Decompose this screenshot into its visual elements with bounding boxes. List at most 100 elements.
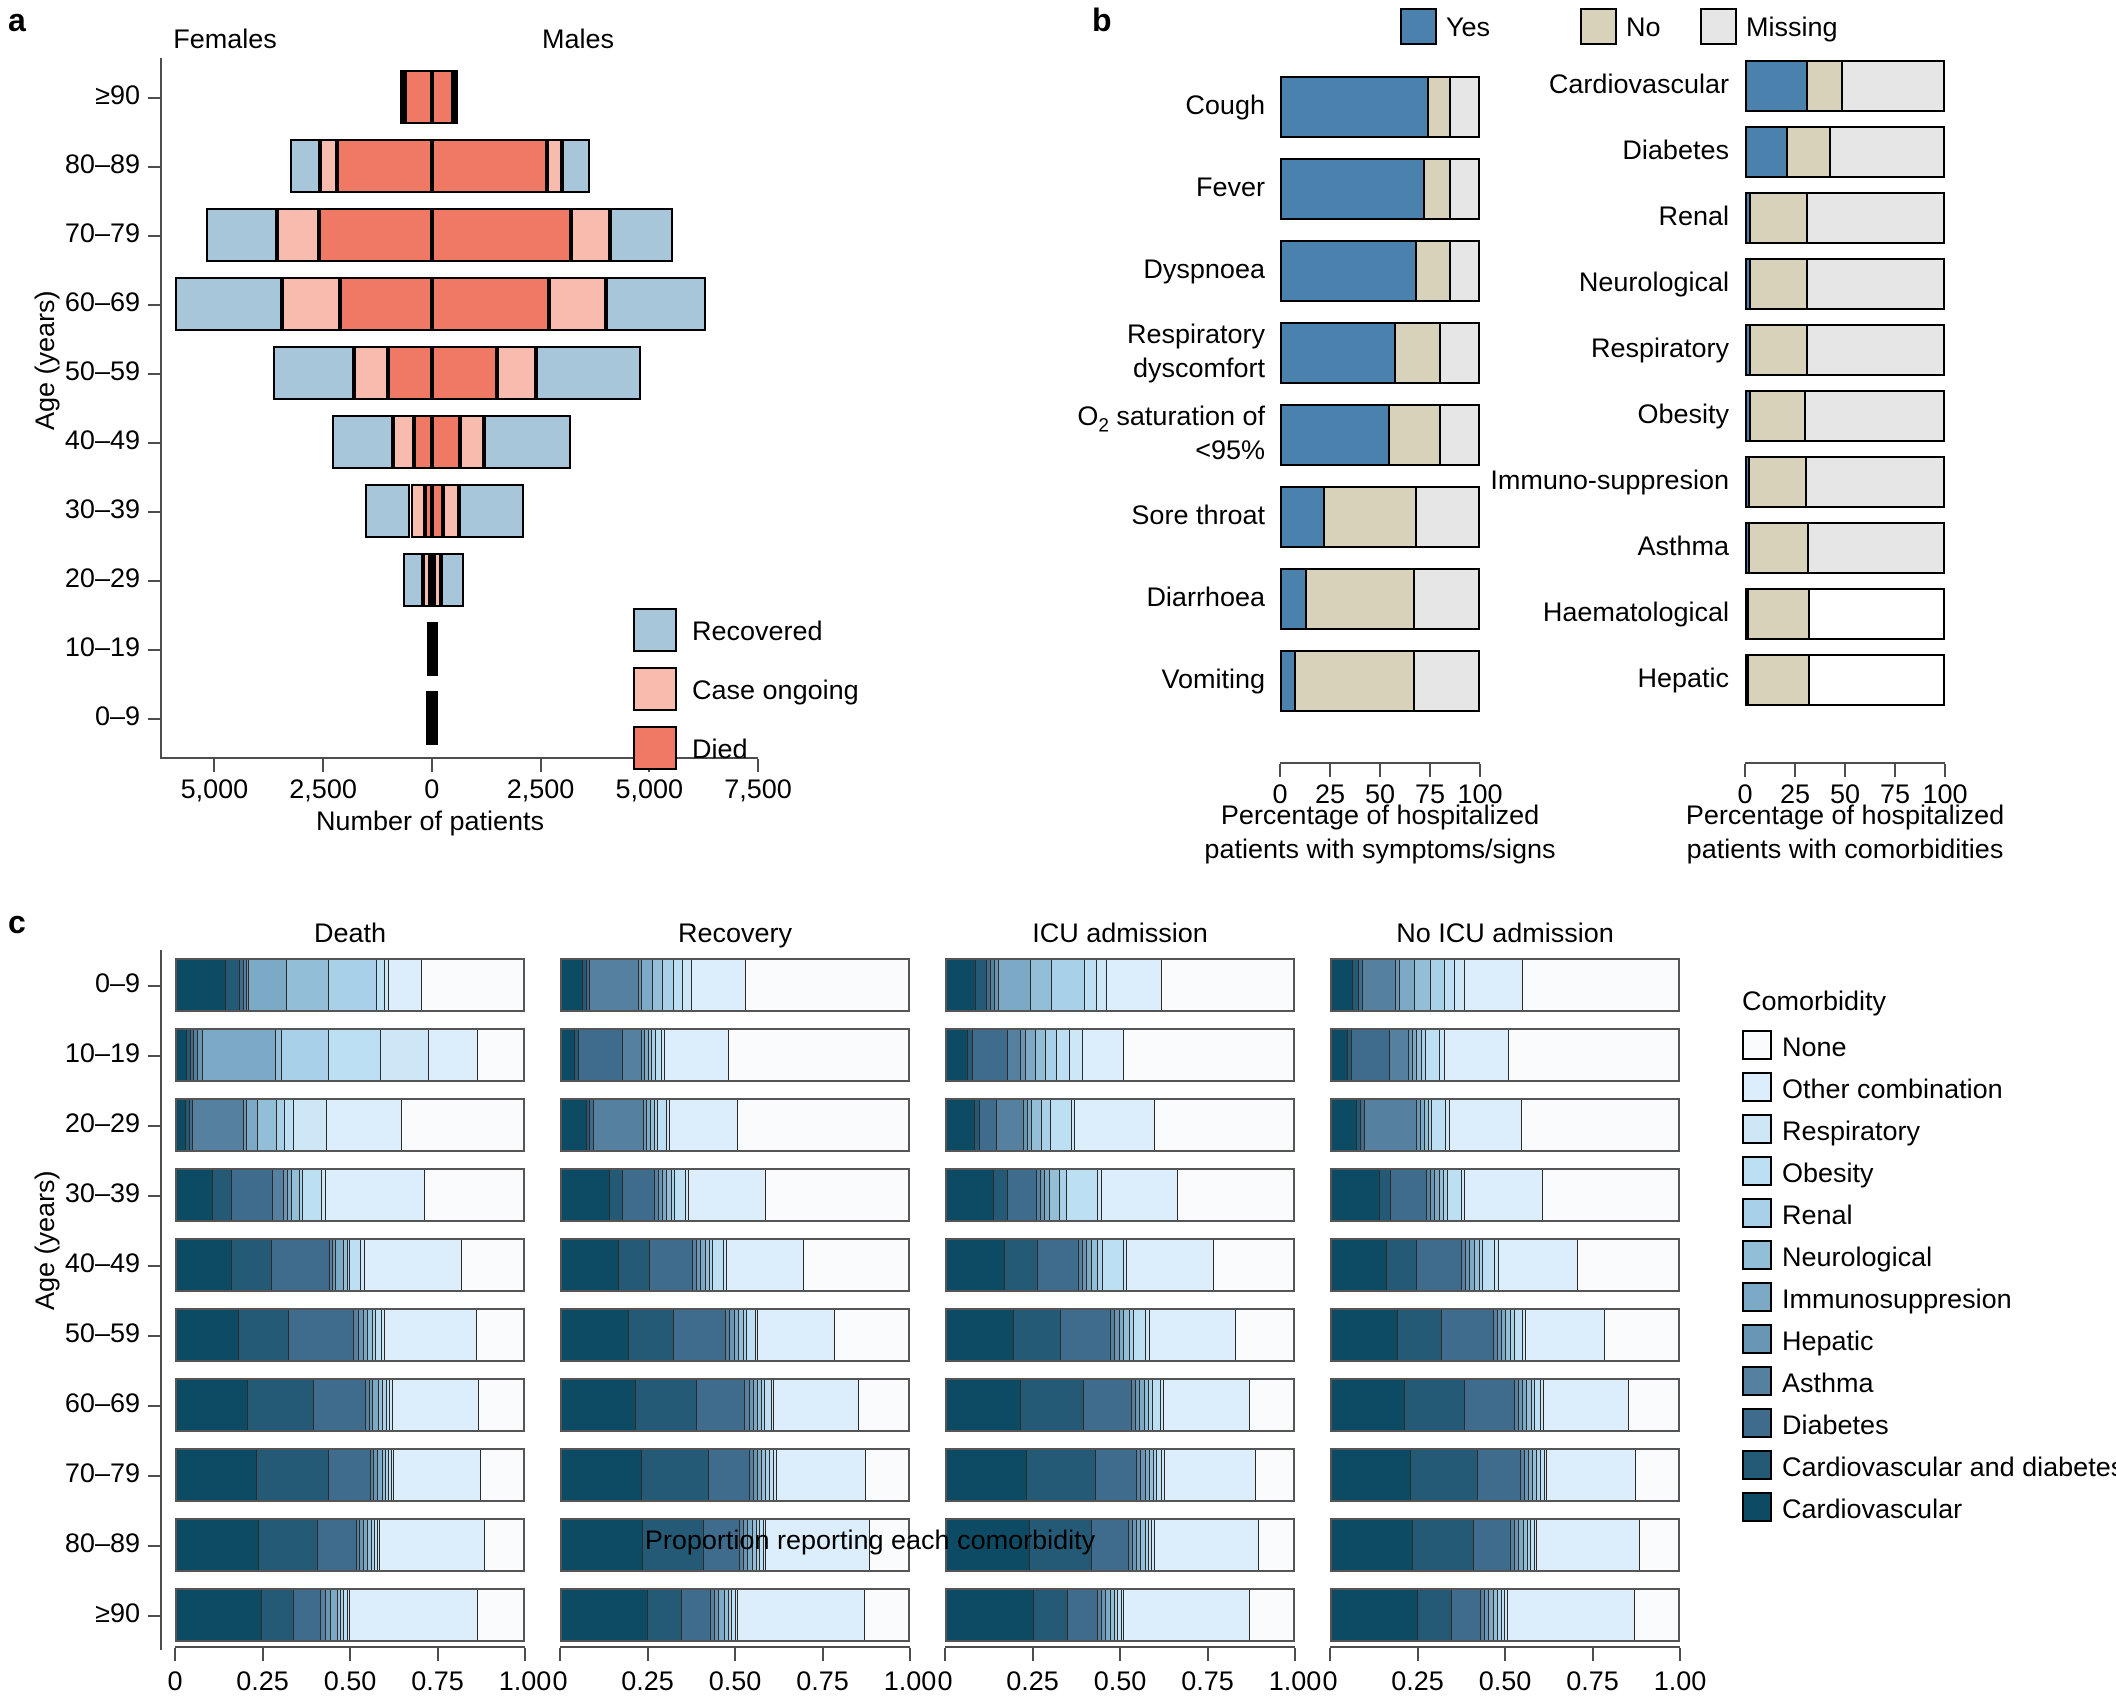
panel-b-category-label: Diarrhoea [1146, 582, 1265, 612]
panel-c-bar-segment [776, 1450, 867, 1500]
panel-a-xtick [213, 759, 216, 772]
panel-c-legend-swatch [1742, 1072, 1772, 1102]
panel-c-bar-segment [1084, 960, 1098, 1010]
panel-c-bar-segment [1027, 1100, 1033, 1150]
panel-c-bar [560, 1448, 910, 1502]
panel-a-xtick-label: 0 [424, 774, 440, 804]
panel-c-legend-title: Comorbidity [1742, 986, 1887, 1016]
panel-c-bar-segment [674, 1310, 727, 1360]
panel-a-bar-segment [273, 346, 354, 400]
panel-b-category-label: dyscomfort [1132, 353, 1265, 383]
panel-c-bar-segment [743, 1310, 748, 1360]
panel-c-bar-segment [189, 1100, 194, 1150]
panel-c-ytick-label: 50–59 [64, 1318, 140, 1348]
panel-c-bar-segment [1508, 1590, 1635, 1640]
panel-c-bar-segment [1526, 1310, 1606, 1360]
panel-c-bar [560, 1588, 910, 1642]
panel-a-bar-segment [431, 139, 548, 193]
panel-c-bar [945, 1168, 1295, 1222]
panel-a-bar-segment [441, 553, 465, 607]
panel-c-xtick-label: 0 [167, 1666, 183, 1696]
panel-c-bar-segment [273, 1170, 284, 1220]
panel-a-xaxis [160, 757, 758, 759]
panel-b-bar-segment [1282, 406, 1390, 464]
panel-c-bar-segment [394, 1450, 482, 1500]
panel-b-bar [1745, 390, 1945, 442]
panel-c-bar-segment [1153, 1380, 1162, 1430]
panel-c-bar-segment [1537, 1520, 1640, 1570]
panel-a-letter: a [8, 2, 26, 38]
panel-c-bar-segment [303, 1170, 323, 1220]
panel-c-bar-segment [975, 1100, 980, 1150]
panel-c-bar-segment [1532, 1450, 1538, 1500]
panel-b-legend-swatch [1700, 8, 1737, 45]
panel-c-bar-segment [835, 1310, 908, 1360]
panel-b-category-label: Respiratory [1590, 333, 1729, 363]
panel-c-ytick [148, 1055, 160, 1057]
panel-c-bar-segment [562, 960, 583, 1010]
panel-c-bar-segment [995, 960, 999, 1010]
panel-c-bar-segment [749, 1380, 754, 1430]
panel-a-bar-segment [433, 622, 438, 676]
panel-c-bar-segment [648, 1030, 653, 1080]
panel-c-bar-segment [375, 1310, 383, 1360]
panel-c-legend-swatch [1742, 1156, 1772, 1186]
panel-b-bar-segment [1749, 656, 1810, 704]
panel-b-bar [1280, 240, 1480, 302]
panel-a-bar-segment [340, 277, 432, 331]
panel-b-bar-segment [1747, 524, 1750, 572]
panel-c-bar-segment [734, 1310, 739, 1360]
panel-c-bar-segment [198, 1030, 203, 1080]
panel-b-bar [1280, 486, 1480, 548]
panel-c-bar-segment [344, 1240, 348, 1290]
panel-c-bar-segment [1162, 960, 1293, 1010]
panel-c-bar-segment [272, 1240, 330, 1290]
panel-c-bar-segment [1097, 1170, 1102, 1220]
panel-c-bar-segment [866, 1450, 908, 1500]
panel-b-xtick-label: 0 [1272, 779, 1288, 809]
panel-b-bar-segment [1295, 652, 1416, 710]
panel-a-xtick-label: 2,500 [506, 774, 575, 804]
panel-b-bar [1745, 192, 1945, 244]
panel-a-bar-segment [433, 691, 439, 745]
panel-c-bar-segment [364, 1520, 369, 1570]
panel-c-bar-segment [246, 960, 250, 1010]
panel-a-bar-segment [337, 139, 432, 193]
panel-c-bar-segment [1007, 1170, 1037, 1220]
panel-c-bar-segment [1332, 1590, 1418, 1640]
panel-c-bar-segment [1465, 1170, 1543, 1220]
panel-c-bar-segment [177, 1520, 259, 1570]
panel-c-bar-segment [372, 1310, 376, 1360]
panel-c-bar-segment [1483, 1240, 1496, 1290]
panel-c-bar-segment [1124, 1310, 1130, 1360]
panel-c-xtick [646, 1648, 649, 1661]
panel-c-bar-segment [190, 1030, 195, 1080]
panel-c-ytick-label: 10–19 [64, 1038, 140, 1068]
panel-c-bar-segment [1440, 1030, 1446, 1080]
panel-c-bar-segment [1534, 1520, 1538, 1570]
panel-b-bar-segment [1807, 260, 1943, 308]
panel-c-ylabel: Age (years) [30, 1170, 60, 1310]
panel-c-bar-segment [354, 1310, 359, 1360]
panel-c-bar-segment [1024, 1100, 1028, 1150]
panel-c-bar-segment [774, 1380, 860, 1430]
panel-c-bar-segment [696, 1380, 746, 1430]
panel-c-legend-label: Diabetes [1782, 1410, 1889, 1440]
panel-b-bar-segment [1282, 324, 1396, 382]
panel-c-bar-segment [1068, 1590, 1098, 1640]
panel-c-bar-segment [1465, 1240, 1471, 1290]
panel-c-bar-segment [562, 1030, 576, 1080]
panel-b-bar-segment [1788, 128, 1832, 176]
panel-c-legend-label: Obesity [1782, 1158, 1874, 1188]
panel-c-xtick [1294, 1648, 1296, 1661]
panel-c-bar-segment [761, 1380, 766, 1430]
panel-c-bar-segment [1146, 1310, 1150, 1360]
panel-c-bar-segment [247, 1380, 315, 1430]
panel-c-bar-segment [1410, 1450, 1479, 1500]
panel-c-bar [1330, 1518, 1680, 1572]
panel-b-letter: b [1092, 2, 1112, 38]
panel-b-bar-segment [1750, 326, 1808, 374]
panel-c-letter: c [8, 904, 26, 940]
panel-c-legend-label: Cardiovascular [1782, 1494, 1963, 1524]
panel-c-bar-segment [1387, 1240, 1417, 1290]
